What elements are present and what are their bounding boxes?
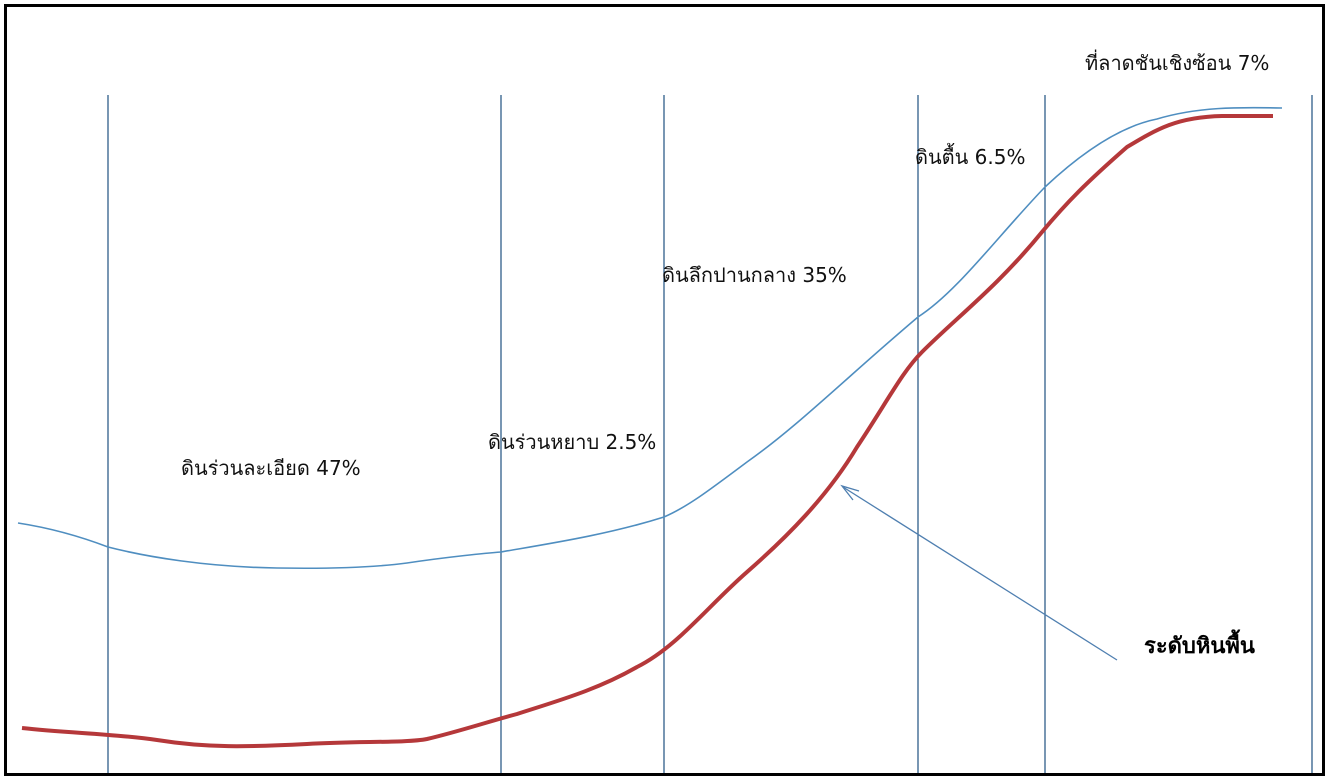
zone-label-moderately-deep: ดินลึกปานกลาง 35% <box>662 263 847 287</box>
zone-label-complex-slope: ที่ลาดชันเชิงซ้อน 7% <box>1085 51 1270 75</box>
zone-label-shallow: ดินตื้น 6.5% <box>915 145 1026 169</box>
zone-label-coarse-loam: ดินร่วนหยาบ 2.5% <box>488 430 657 454</box>
pointer-arrow-line <box>842 486 1118 661</box>
diagram-frame: ดินร่วนละเอียด 47% ดินร่วนหยาบ 2.5% ดินล… <box>4 4 1325 776</box>
diagram-canvas <box>17 95 1313 773</box>
bedrock-level-label: ระดับหินพื้น <box>1144 633 1255 659</box>
pointer-arrow-head <box>840 484 860 501</box>
zone-label-fine-loam: ดินร่วนละเอียด 47% <box>181 456 361 480</box>
surface-profile-line <box>17 106 1283 570</box>
bedrock-profile-line <box>21 114 1273 749</box>
